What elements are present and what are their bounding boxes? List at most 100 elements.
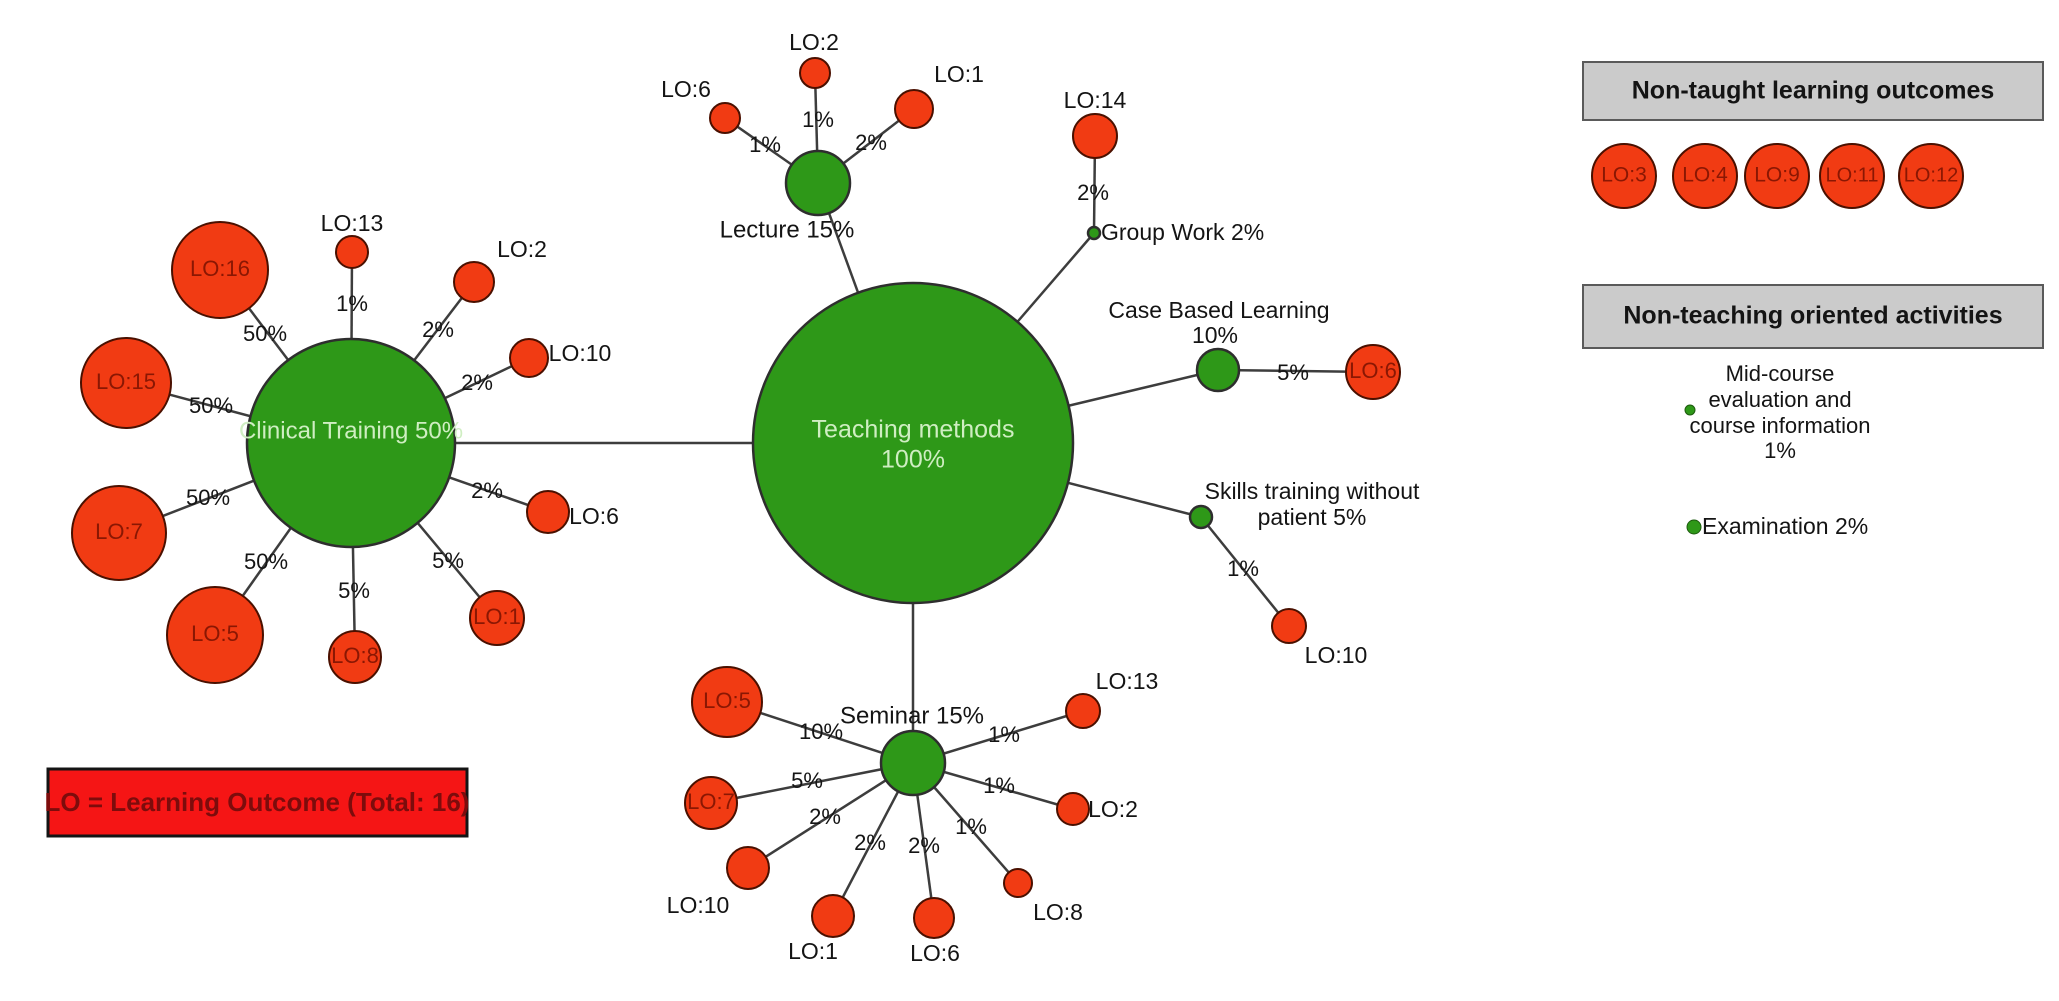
edge-label-clinical-lo15: 50% [189,393,233,418]
node-lecture-lo1 [894,89,934,129]
non-taught-lo12-circle [1898,143,1964,209]
non-taught-lo11-circle [1819,143,1885,209]
edge-label-seminar-lo7: 5% [791,768,823,793]
midcourse-line3: course information [1690,413,1871,438]
node-seminar-lo5 [691,666,763,738]
node-seminar-lo8 [1003,868,1033,898]
node-group-work [1086,225,1102,241]
node-clinical-lo1 [469,590,525,646]
edge-label-seminar-lo10: 2% [809,804,841,829]
lecture-label: Lecture 15% [720,216,855,243]
edge-label-clinical-lo10: 2% [461,370,493,395]
edge-label-lecture-lo1: 2% [855,130,887,155]
edge-label-seminar-lo6: 2% [908,833,940,858]
seminar-lo8-label: LO:8 [1033,899,1083,925]
clinical-lo7-label: LO:7 [95,519,143,544]
edge-label-clinical-lo6: 2% [471,478,503,503]
midcourse-line4: 1% [1764,438,1796,463]
edge-label-seminar-lo13: 1% [988,722,1020,747]
seminar-lo2-label: LO:2 [1088,796,1138,822]
seminar-lo6-label: LO:6 [910,940,960,966]
edge-label-clinical-lo13: 1% [336,291,368,316]
groupwork-lo14-label: LO:14 [1064,87,1127,113]
node-clinical-lo7 [71,485,167,581]
node-clinical-lo8 [328,630,382,684]
edge-label-clinical-lo2: 2% [422,317,454,342]
examination-dot [1686,519,1702,535]
skills-label-line2: patient 5% [1258,504,1367,530]
seminar-lo13-label: LO:13 [1096,668,1159,694]
node-groupwork-lo14 [1072,113,1118,159]
node-seminar-lo10 [726,846,770,890]
non-taught-lo9-circle [1744,143,1810,209]
clinical-lo10-label: LO:10 [549,340,612,366]
non-taught-lo4-label: LO:4 [1682,164,1728,187]
node-clinical-lo10 [509,338,549,378]
clinical-training-label: Clinical Training 50% [239,417,463,444]
node-clinical-lo13 [335,235,369,269]
casebased-label-line1: Case Based Learning [1108,297,1329,323]
node-lecture [784,149,852,217]
lecture-lo2-label: LO:2 [789,29,839,55]
node-clinical-lo16 [171,221,269,319]
casebased-lo6-label: LO:6 [1349,358,1397,383]
edge-label-clinical-lo16: 50% [243,321,287,346]
clinical-lo2-label: LO:2 [497,236,547,262]
non-teaching-header-box [1582,284,2044,349]
non-taught-lo3-circle [1591,143,1657,209]
edge-seminar-lo7 [710,761,914,805]
non-taught-lo9-label: LO:9 [1754,164,1800,187]
edge-label-skills-lo10: 1% [1227,556,1259,581]
node-seminar-lo6 [913,897,955,939]
seminar-lo5-label: LO:5 [703,688,751,713]
panel-non-teaching: Non-teaching oriented activities Mid-cou… [1582,284,2044,539]
note-box-rect [46,767,469,838]
edge-label-clinical-lo8: 5% [338,578,370,603]
node-case-based-learning [1195,347,1241,393]
edge-label-lecture-lo2: 1% [802,107,834,132]
node-casebased-lo6 [1345,344,1401,400]
edge-label-clinical-lo7: 50% [186,485,230,510]
node-lecture-lo2 [799,57,831,89]
node-clinical-lo2 [453,261,495,303]
seminar-lo7-label: LO:7 [687,789,735,814]
node-clinical-lo5 [166,586,264,684]
examination-label: Examination 2% [1702,513,1868,539]
node-seminar-lo1 [811,894,855,938]
edge-label-lecture-lo6: 1% [749,132,781,157]
clinical-lo8-label: LO:8 [331,643,379,668]
edge-label-seminar-lo5: 10% [799,719,843,744]
edge-label-casebased-lo6: 5% [1277,360,1309,385]
midcourse-line1: Mid-course [1726,361,1835,386]
non-taught-lo4-circle [1672,143,1738,209]
non-taught-lo12-label: LO:12 [1904,164,1958,186]
edge-label-seminar-lo1: 2% [854,830,886,855]
edge-label-clinical-lo5: 50% [244,549,288,574]
edge-label-clinical-lo1: 5% [432,548,464,573]
edge-labels: 50% 1% 2% 50% 2% 2% 50% 50% 5% 5% 1% 1% … [186,107,1309,858]
lecture-lo6-label: LO:6 [661,76,711,102]
skills-label-line1: Skills training without [1205,478,1420,504]
midcourse-line2: evaluation and [1708,387,1851,412]
non-teaching-title: Non-teaching oriented activities [1623,302,2002,330]
nodes [71,57,1401,939]
clinical-lo1-label: LO:1 [473,604,521,629]
skills-lo10-label: LO:10 [1305,642,1368,668]
edge-label-seminar-lo8: 1% [955,814,987,839]
non-taught-title: Non-taught learning outcomes [1632,77,1995,105]
non-taught-lo3-label: LO:3 [1601,164,1647,187]
note-box: LO = Learning Outcome (Total: 16) [45,767,469,838]
node-clinical-lo6 [526,490,570,534]
non-taught-lo11-label: LO:11 [1826,164,1879,186]
edge-label-seminar-lo2: 1% [983,773,1015,798]
teaching-methods-label-line2: 100% [881,446,945,474]
node-seminar-lo13 [1065,693,1101,729]
node-skills-lo10 [1271,608,1307,644]
panel-non-taught: Non-taught learning outcomes LO:3 LO:4 L… [1582,61,2044,209]
non-taught-header-box [1582,61,2044,121]
seminar-lo1-label: LO:1 [788,938,838,964]
clinical-lo5-label: LO:5 [191,621,239,646]
midcourse-dot [1684,404,1696,416]
